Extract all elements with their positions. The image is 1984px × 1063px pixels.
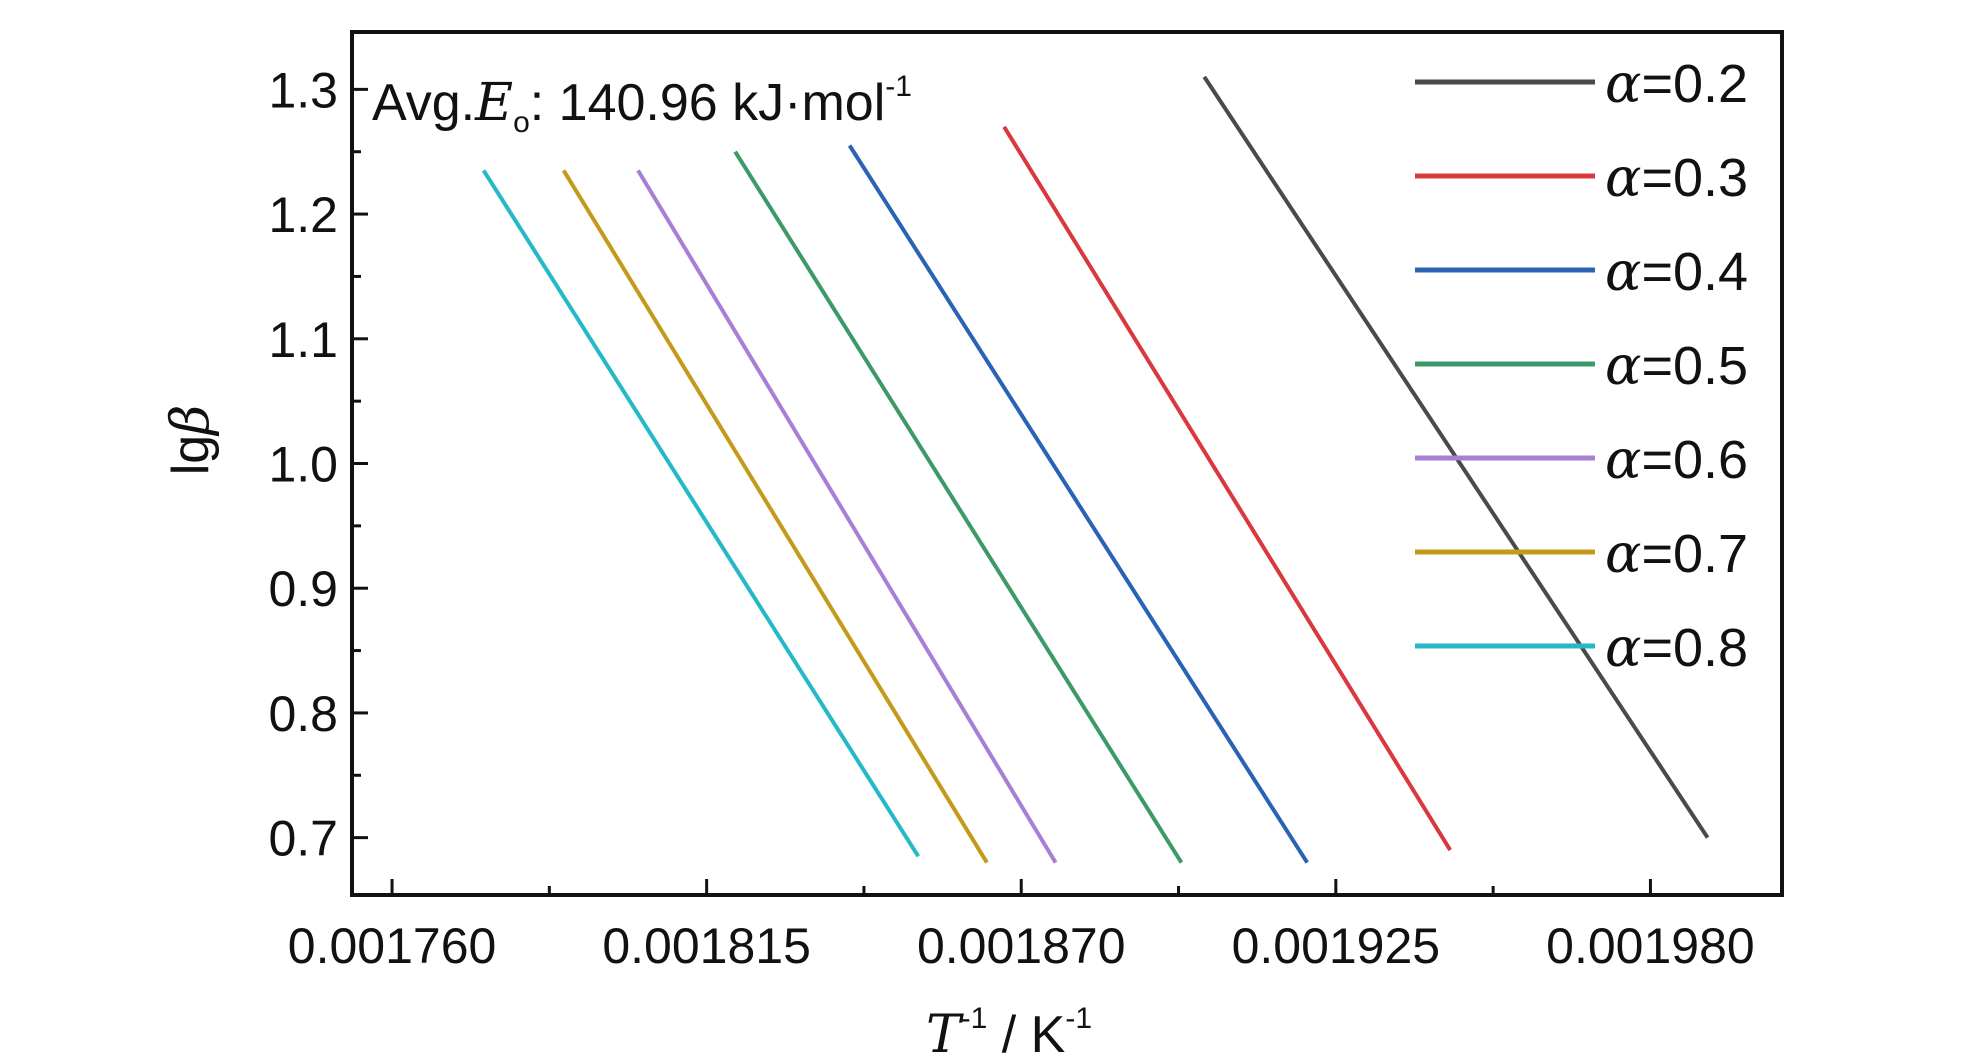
legend: α=0.2α=0.3α=0.4α=0.5α=0.6α=0.7α=0.8 <box>1415 52 1748 679</box>
y-tick-label: 0.8 <box>268 686 338 742</box>
legend-symbol: α <box>1605 428 1641 491</box>
legend-label-0.4: α=0.4 <box>1605 240 1748 303</box>
annotation-symbol: E <box>474 73 513 133</box>
x-axis-title-main: T <box>926 1005 964 1063</box>
legend-value: =0.5 <box>1641 336 1748 396</box>
legend-value: =0.4 <box>1641 242 1748 302</box>
annotation: Avg.Eo: 140.96 kJ·mol-1 <box>372 70 912 139</box>
annotation-prefix: Avg. <box>372 74 475 132</box>
x-tick-label: 0.001815 <box>602 918 811 974</box>
legend-label-0.7: α=0.7 <box>1605 522 1748 585</box>
series-line-0.5 <box>735 152 1181 863</box>
y-tick-label: 1.1 <box>268 312 338 368</box>
y-axis-title-prefix: lg <box>162 435 220 475</box>
legend-value: =0.8 <box>1641 618 1748 678</box>
series-line-0.7 <box>564 170 987 862</box>
legend-value: =0.6 <box>1641 430 1748 490</box>
y-tick-label: 0.7 <box>268 811 338 867</box>
x-tick-label: 0.001870 <box>917 918 1126 974</box>
legend-symbol: α <box>1605 334 1641 397</box>
legend-symbol: α <box>1605 616 1641 679</box>
x-tick-label: 0.001760 <box>288 918 497 974</box>
legend-value: =0.2 <box>1641 54 1748 114</box>
legend-symbol: α <box>1605 52 1641 115</box>
y-tick-label: 1.2 <box>268 187 338 243</box>
y-tick-label: 0.9 <box>268 561 338 617</box>
legend-label-0.6: α=0.6 <box>1605 428 1748 491</box>
legend-symbol: α <box>1605 522 1641 585</box>
y-axis-title: lgβ <box>161 405 221 476</box>
x-axis-title-sup: -1 <box>961 1002 988 1035</box>
legend-symbol: α <box>1605 146 1641 209</box>
legend-label-0.5: α=0.5 <box>1605 334 1748 397</box>
series-line-0.3 <box>1004 127 1450 850</box>
y-tick-label: 1.3 <box>268 62 338 118</box>
annotation-value-sup: -1 <box>885 70 912 103</box>
series-lines <box>484 77 1708 863</box>
legend-label-0.3: α=0.3 <box>1605 146 1748 209</box>
x-axis-title-rest: / K <box>987 1006 1065 1063</box>
annotation-value: : 140.96 kJ·mol <box>530 74 886 132</box>
legend-symbol: α <box>1605 240 1641 303</box>
legend-value: =0.3 <box>1641 148 1748 208</box>
plot-frame <box>352 32 1782 895</box>
x-axis-title: T-1 / K-1 <box>926 1002 1092 1063</box>
y-axis-title-symbol: β <box>161 405 221 437</box>
x-tick-label: 0.001925 <box>1232 918 1441 974</box>
legend-label-0.8: α=0.8 <box>1605 616 1748 679</box>
y-tick-label: 1.0 <box>268 437 338 493</box>
legend-label-0.2: α=0.2 <box>1605 52 1748 115</box>
annotation-subscript: o <box>513 106 530 139</box>
legend-value: =0.7 <box>1641 524 1748 584</box>
x-tick-label: 0.001980 <box>1546 918 1755 974</box>
x-axis-title-rest-sup: -1 <box>1065 1002 1092 1035</box>
